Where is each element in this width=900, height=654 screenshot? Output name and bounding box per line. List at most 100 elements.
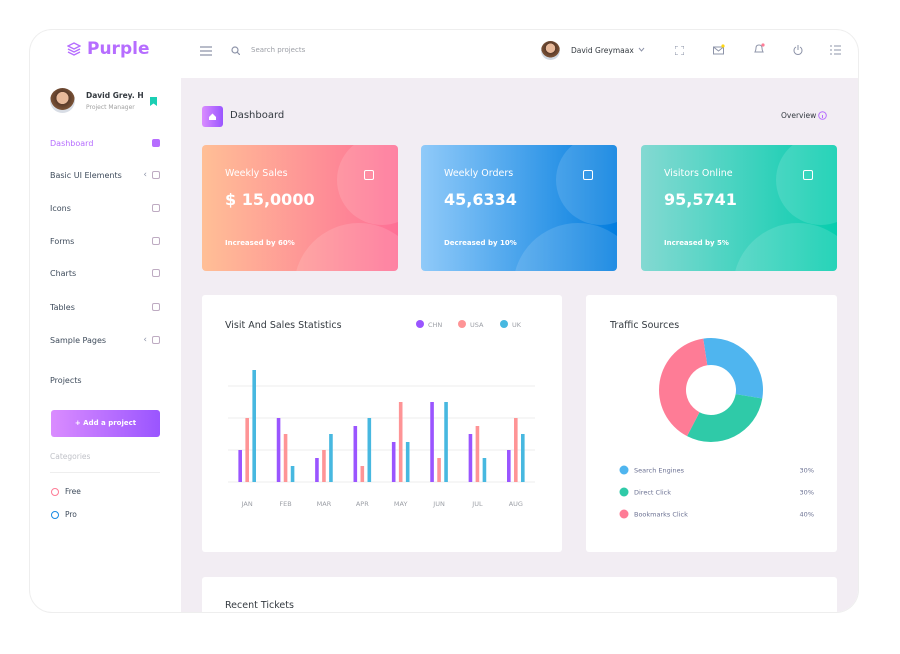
card-note: Increased by 60% [225,239,295,247]
bar [437,458,441,482]
user-caret[interactable] [638,47,645,52]
mail-icon[interactable] [713,44,725,55]
menu-label: Tables [50,303,75,312]
legend-label: UK [512,321,522,329]
page-title: Dashboard [230,110,285,121]
bell-icon[interactable] [753,43,765,55]
user-name[interactable]: David Greymaax [571,46,634,55]
bar [329,434,333,482]
menu-item[interactable]: Forms [50,237,160,246]
info-icon[interactable] [818,111,827,120]
menu-icon [152,237,160,245]
menu-label: Charts [50,269,77,278]
menu-item[interactable]: Dashboard [50,139,160,148]
legend-label: Bookmarks Click [634,511,688,519]
content-area: Dashboard Overview Visit And Sales Stati… [181,78,858,612]
x-tick-label: MAY [394,500,408,508]
menu-item[interactable]: Sample Pages ‹ [50,335,160,345]
card-decoration [556,145,617,225]
donut-segment [687,394,763,442]
overview-link[interactable]: Overview [781,111,817,120]
bar-chart: Visit And Sales Statistics CHN USA UK JAN FE… [225,320,535,508]
search-input[interactable]: Search projects [251,46,306,54]
menu-label: Dashboard [50,139,94,148]
card-note: Increased by 5% [664,239,729,247]
bar [367,418,372,482]
stat-card: Weekly Sales $ 15,0000 Increased by 60% [202,145,398,271]
bar [360,466,365,482]
add-project-button[interactable]: + Add a project [51,410,160,437]
brand-logo [67,42,81,56]
legend-swatch [416,320,424,328]
legend-value: 40% [800,511,814,519]
profile-avatar [50,88,75,113]
x-tick-label: JAN [241,500,253,508]
menu-item[interactable]: Charts [50,269,160,278]
home-icon [209,113,216,120]
bar [322,450,326,482]
legend-label: Direct Click [634,489,671,497]
category-dot [51,488,59,496]
legend-value: 30% [800,467,814,475]
menu-icon [152,336,160,344]
card-title: Visitors Online [664,168,733,179]
menu-item[interactable]: Tables [50,303,160,312]
tickets-panel: Recent Tickets [202,577,837,612]
x-tick-label: FEB [279,500,291,508]
bar [353,426,358,482]
donut-chart-panel: Traffic Sources Search Engines 30% Direct … [586,295,837,552]
stat-card: Weekly Orders 45,6334 Decreased by 10% [421,145,617,271]
card-icon [583,170,593,180]
legend-label: USA [470,321,484,329]
chart-title: Visit And Sales Statistics [225,320,342,331]
bar [468,434,473,482]
x-tick-label: JUN [432,500,445,508]
legend-swatch [619,465,629,475]
categories-heading: Categories [50,452,91,461]
settings-icon[interactable] [830,45,841,55]
x-tick-label: APR [356,500,369,508]
card-value: 95,5741 [664,190,737,209]
legend-swatch [500,320,508,328]
category-label[interactable]: Free [65,487,81,496]
bar [290,466,295,482]
tickets-title: Recent Tickets [225,600,294,611]
bar [514,418,518,482]
bar [252,370,256,482]
card-value: $ 15,0000 [225,190,315,209]
projects-heading: Projects [50,376,82,385]
bar [245,418,249,482]
brand-name: Purple [87,39,150,59]
card-decoration [513,223,617,271]
menu-toggle[interactable] [200,46,212,56]
bookmark-icon [150,97,157,106]
card-decoration [776,145,837,225]
menu-icon [152,139,160,147]
app-window: Purple Search projects David Greymaax Da… [30,30,858,612]
bar [398,402,403,482]
card-value: 45,6334 [444,190,517,209]
bar [315,458,319,482]
card-decoration [733,223,837,271]
category-label[interactable]: Pro [65,510,77,519]
bar [521,434,525,482]
menu-label: Icons [50,204,71,213]
fullscreen-icon[interactable] [675,46,684,55]
legend-label: CHN [428,321,442,329]
bar [405,442,410,482]
x-tick-label: JUL [471,500,483,508]
page-icon [202,106,223,127]
user-avatar[interactable] [541,41,560,60]
menu-item[interactable]: Basic UI Elements ‹ [50,170,160,180]
power-icon[interactable] [793,45,803,55]
menu-item[interactable]: Icons [50,204,160,213]
card-decoration [337,145,398,225]
card-title: Weekly Orders [444,168,514,179]
menu-label: Sample Pages [50,336,107,345]
chart-title: Traffic Sources [609,320,679,331]
legend-swatch [619,509,629,519]
category-dot [51,511,59,519]
legend-value: 30% [800,489,814,497]
profile-role: Project Manager [86,104,135,111]
card-decoration [294,223,398,271]
